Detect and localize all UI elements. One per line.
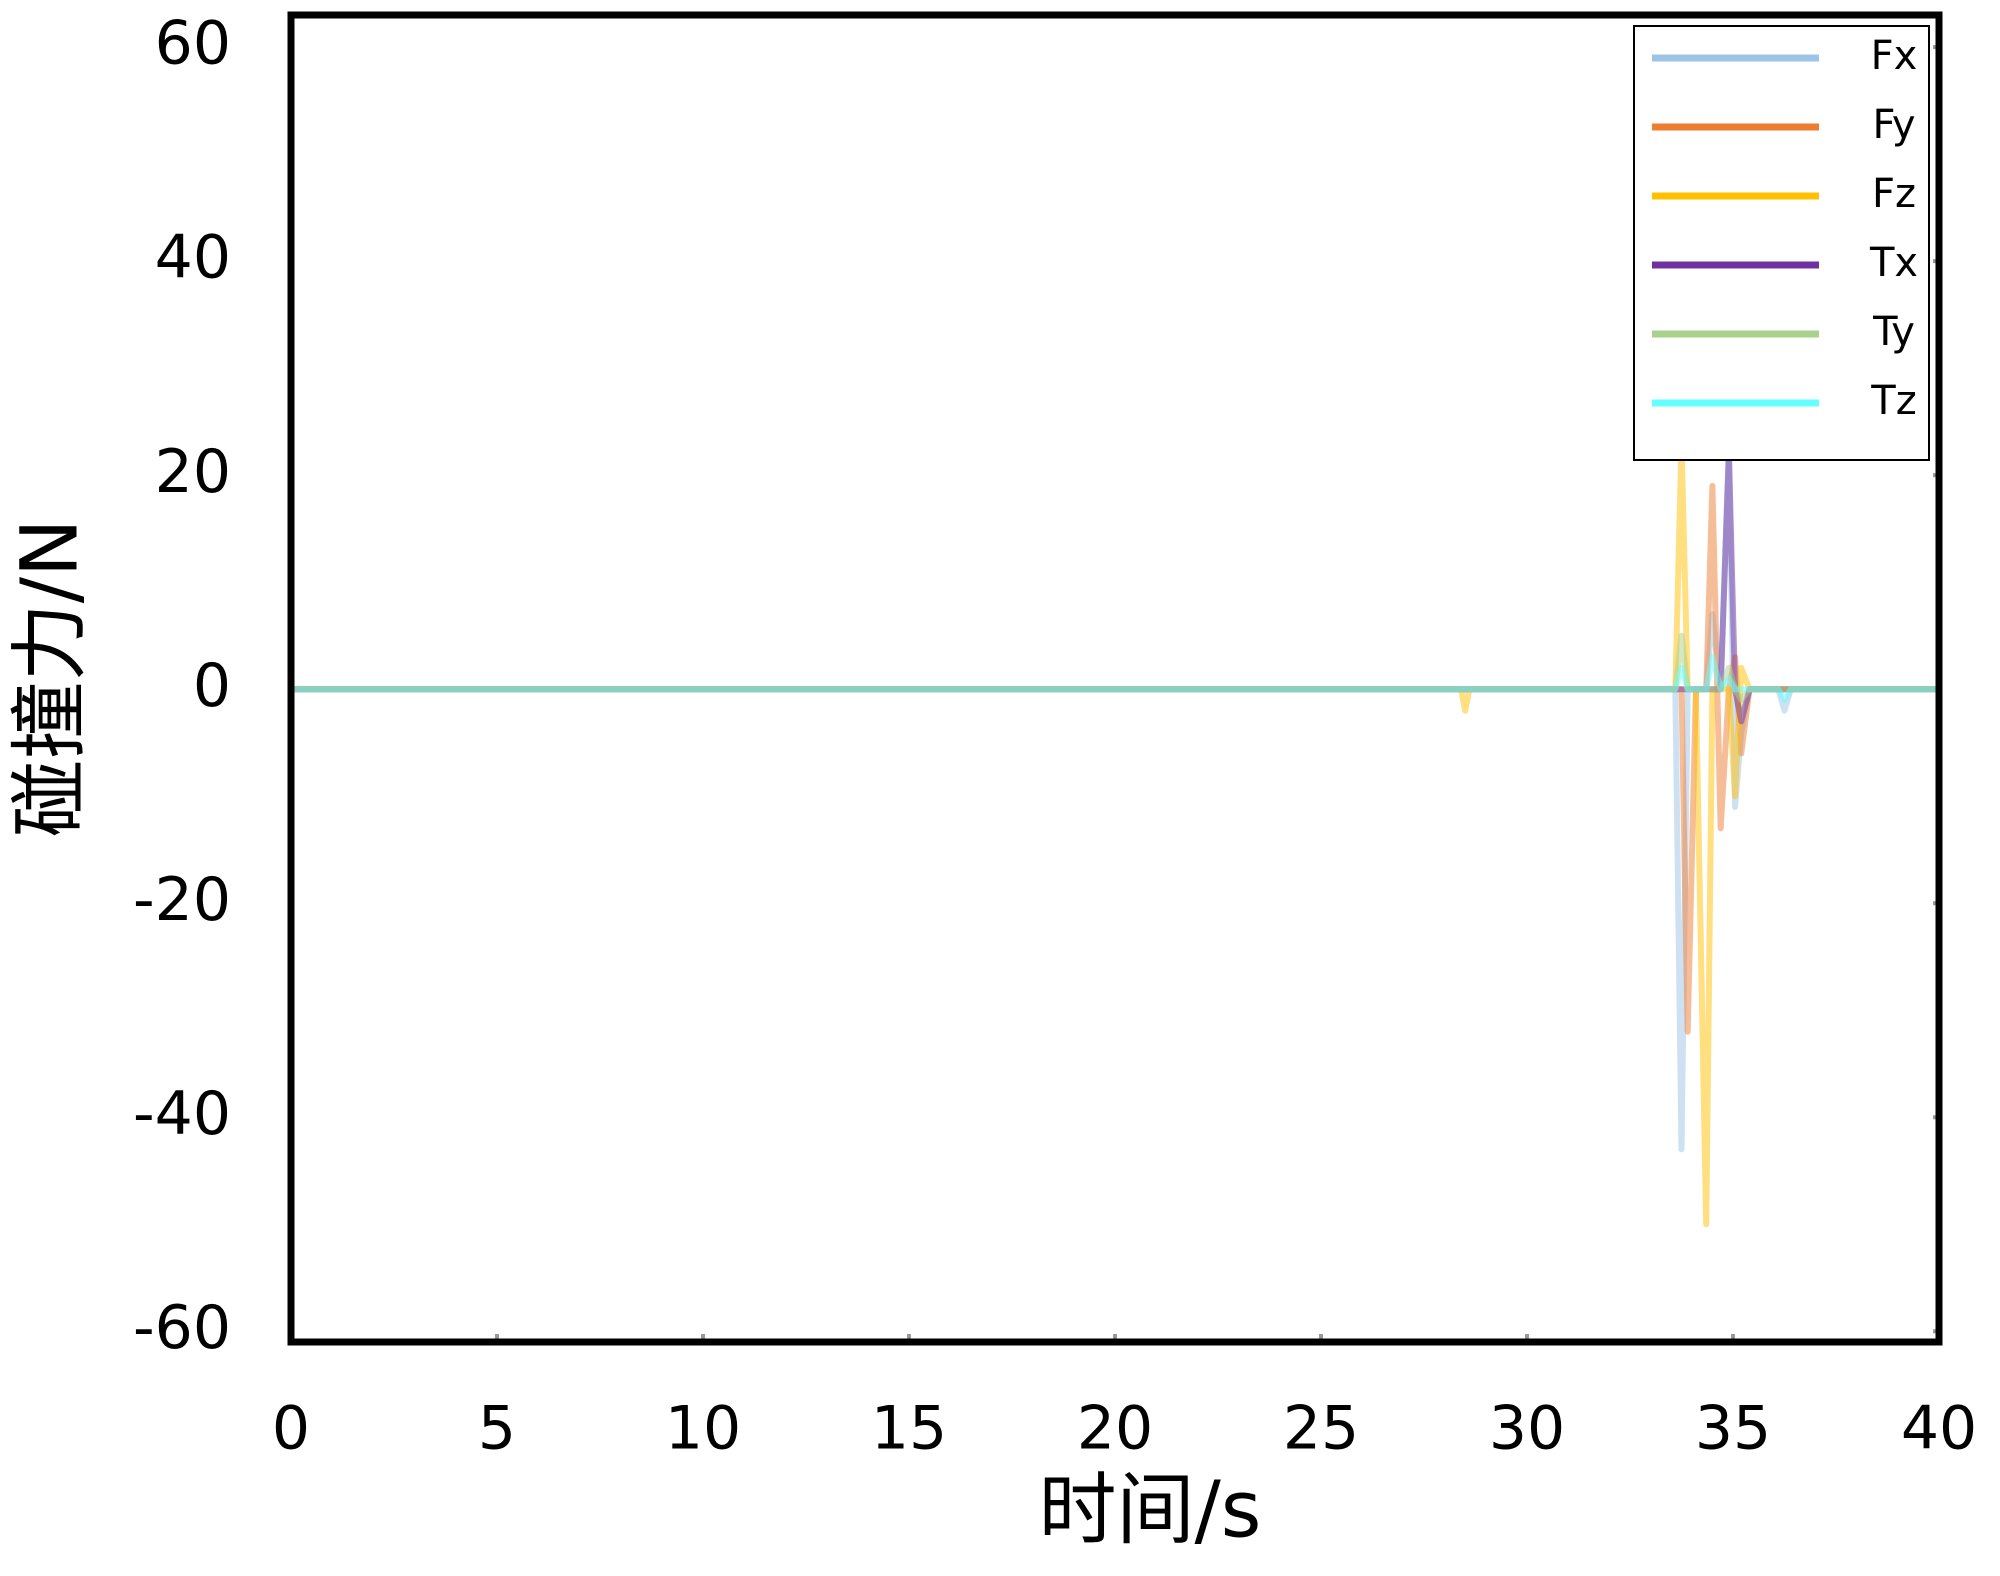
legend-label: Fy bbox=[1872, 102, 1915, 148]
legend-label: Tx bbox=[1869, 240, 1918, 286]
legend-label: Ty bbox=[1872, 309, 1915, 355]
legend-box bbox=[1633, 25, 1930, 461]
x-tick-label: 10 bbox=[665, 1394, 741, 1464]
legend-label: Fz bbox=[1872, 171, 1916, 217]
y-tick-label: -60 bbox=[133, 1293, 231, 1363]
legend-label: Tz bbox=[1870, 378, 1916, 424]
series-line bbox=[291, 654, 1939, 703]
y-tick-label: 40 bbox=[155, 223, 231, 293]
x-tick-label: 0 bbox=[272, 1394, 310, 1464]
y-tick-label: 60 bbox=[155, 9, 231, 79]
y-tick-label: 20 bbox=[155, 437, 231, 507]
x-tick-label: 15 bbox=[871, 1394, 947, 1464]
legend-label: Fx bbox=[1871, 33, 1918, 79]
y-tick-label: -20 bbox=[133, 865, 231, 935]
x-tick-label: 25 bbox=[1283, 1394, 1359, 1464]
y-tick-label: 0 bbox=[193, 651, 231, 721]
series-line bbox=[291, 482, 1939, 1035]
x-tick-label: 35 bbox=[1695, 1394, 1771, 1464]
x-tick-label: 20 bbox=[1077, 1394, 1153, 1464]
x-tick-label: 40 bbox=[1901, 1394, 1977, 1464]
x-axis-title: 时间/s bbox=[1039, 1465, 1262, 1555]
series-line bbox=[291, 450, 1939, 725]
y-axis-title: 碰撞力/N bbox=[5, 519, 95, 838]
x-tick-label: 30 bbox=[1489, 1394, 1565, 1464]
y-tick-label: -40 bbox=[133, 1079, 231, 1149]
plot-frame bbox=[287, 11, 1943, 1346]
x-tick-label: 5 bbox=[478, 1394, 516, 1464]
